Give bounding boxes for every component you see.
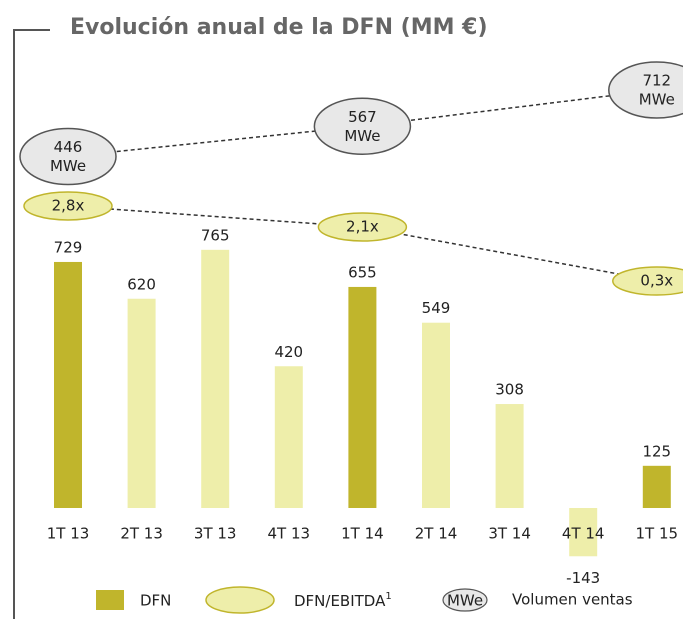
bar [642,465,671,508]
data-label: 125 [642,442,671,460]
legend-label: DFN/EBITDA1 [294,591,392,610]
bracket [13,29,50,619]
connector [67,205,363,228]
data-label: 620 [127,275,156,293]
legend-swatch [96,590,124,610]
x-tick-label: 4T 14 [562,525,605,543]
data-label: 729 [54,238,83,256]
ratio-marker [23,191,113,221]
legend-swatch [205,586,275,614]
data-label: 655 [348,263,377,281]
data-label: 549 [422,299,451,317]
legend-name: DFN/EBITDA [294,592,386,610]
x-tick-label: 1T 15 [636,525,679,543]
volume-marker [313,97,412,155]
connector [362,226,657,282]
x-tick-label: 1T 14 [341,525,384,543]
legend-label: Volumen ventas [512,591,633,609]
x-tick-label: 2T 13 [120,525,163,543]
connector [67,125,363,158]
chart-title: Evolución anual de la DFN (MM €) [70,15,488,40]
legend-unit: MWe [447,592,483,610]
volume-label: 446 [54,138,83,156]
ratio-marker [317,212,408,242]
bar [201,249,230,508]
data-label: 308 [495,381,524,399]
bar [127,298,156,508]
x-tick-label: 2T 14 [415,525,458,543]
data-label: 765 [201,226,230,244]
ratio-marker [612,266,683,296]
ratio-label: 2,8x [52,197,85,215]
bar [274,366,303,508]
x-tick-label: 3T 14 [488,525,531,543]
bar [422,322,450,508]
x-tick-label: 3T 13 [194,525,237,543]
bar [348,286,377,508]
bar [495,404,524,508]
volume-unit: MWe [639,91,675,109]
connector [362,89,657,127]
x-tick-label: 1T 13 [47,525,90,543]
volume-marker [19,127,117,186]
x-tick-label: 4T 13 [268,525,311,543]
data-label: 420 [274,343,303,361]
legend-swatch [442,588,488,612]
volume-label: 567 [348,108,377,126]
bar [54,261,82,508]
data-label: -143 [566,569,600,587]
volume-label: 712 [642,72,671,90]
legend-label: DFN [140,592,171,610]
bar [569,508,598,557]
volume-unit: MWe [344,127,380,145]
volume-marker [608,61,683,119]
legend-footnote: 1 [385,591,391,602]
volume-unit: MWe [50,157,86,175]
ratio-label: 0,3x [640,272,673,290]
ratio-label: 2,1x [346,218,379,236]
